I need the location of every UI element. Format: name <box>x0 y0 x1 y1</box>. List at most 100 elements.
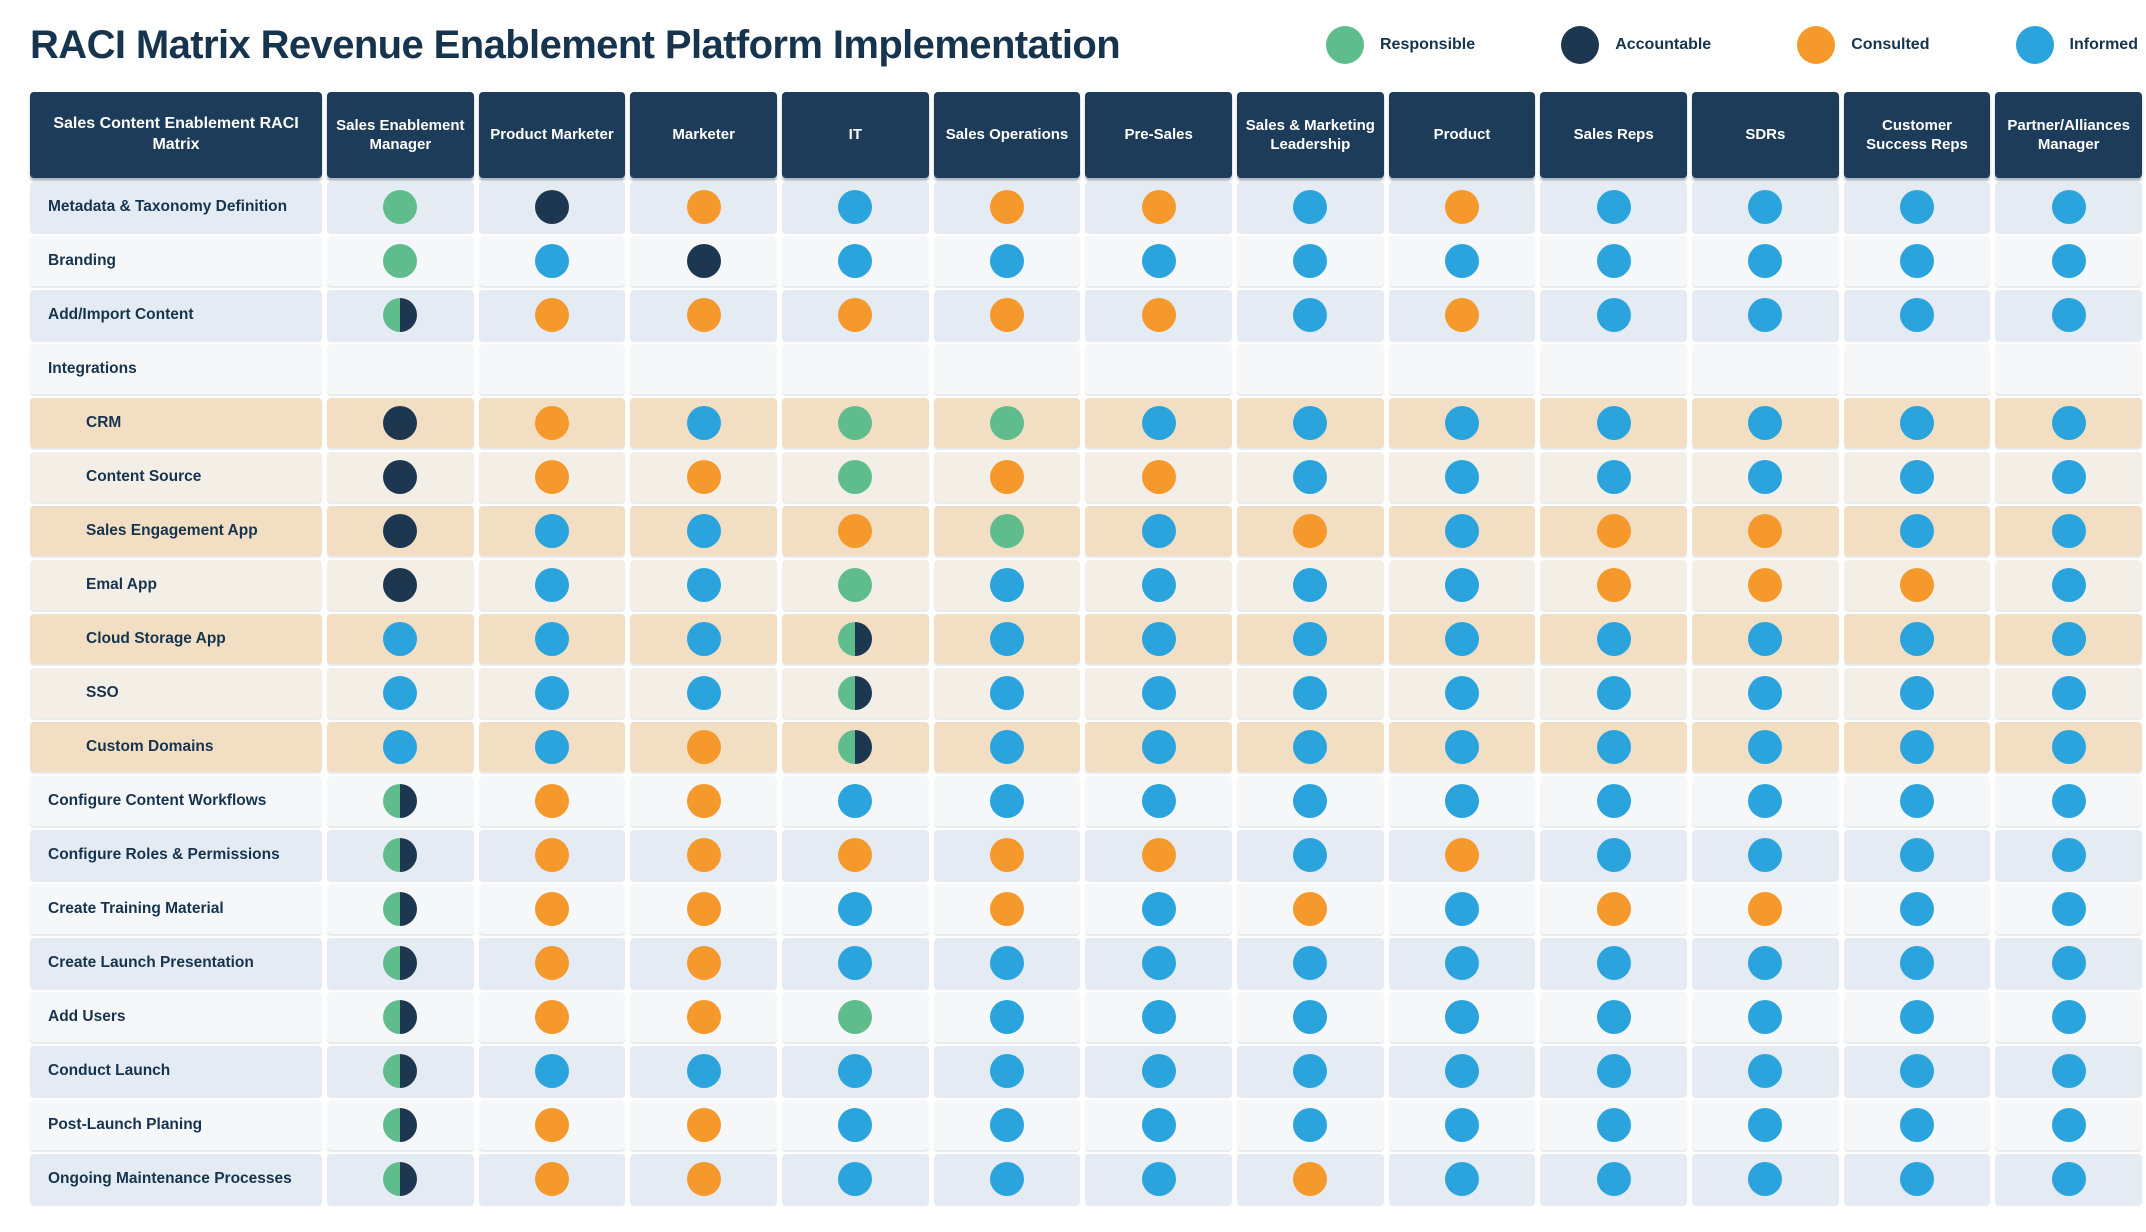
raci-cell <box>1995 938 2142 988</box>
dot-consulted <box>686 190 721 224</box>
raci-cell <box>1237 236 1384 286</box>
raci-cell <box>630 668 777 718</box>
raci-cell <box>1388 938 1536 988</box>
raci-cell <box>327 776 474 826</box>
dot-informed <box>1141 514 1176 548</box>
dot-consulted <box>1141 190 1176 224</box>
column-header: SDRs <box>1692 92 1839 178</box>
raci-cell <box>1540 884 1687 934</box>
raci-cell <box>1843 1046 1991 1096</box>
raci-cell <box>327 398 474 448</box>
dot-informed <box>838 1054 873 1088</box>
raci-cell <box>1995 884 2142 934</box>
dot-consulted <box>686 460 721 494</box>
row-label: Add/Import Content <box>30 290 322 340</box>
dot-informed <box>1596 1054 1631 1088</box>
raci-cell <box>1388 614 1536 664</box>
raci-cell <box>933 776 1081 826</box>
dot-informed <box>1293 1108 1328 1142</box>
raci-cell <box>782 992 929 1042</box>
raci-cell <box>1237 1154 1384 1204</box>
dot-informed <box>1293 784 1328 818</box>
table-row: Cloud Storage App <box>30 614 2142 664</box>
raci-cell <box>327 614 474 664</box>
raci-cell <box>1995 236 2142 286</box>
dot-accountable <box>383 460 418 494</box>
row-label: Create Launch Presentation <box>30 938 322 988</box>
dot-informed <box>1899 784 1934 818</box>
legend-label: Consulted <box>1851 36 1930 53</box>
dot-responsible-accountable <box>383 1054 418 1088</box>
dot-consulted <box>838 514 873 548</box>
dot-informed <box>1748 244 1783 278</box>
dot-informed <box>534 514 569 548</box>
raci-cell <box>327 452 474 502</box>
dot-informed <box>1444 568 1479 602</box>
dot-informed <box>1748 1162 1783 1196</box>
dot-informed <box>989 1000 1024 1034</box>
raci-cell <box>478 290 626 340</box>
raci-cell <box>1995 182 2142 232</box>
dot-informed <box>1748 406 1783 440</box>
raci-cell <box>1540 182 1687 232</box>
legend-label: Accountable <box>1615 36 1712 53</box>
dot-informed <box>1748 730 1783 764</box>
raci-cell <box>1843 668 1991 718</box>
raci-cell <box>782 344 929 394</box>
raci-cell <box>933 182 1081 232</box>
dot-informed <box>1748 190 1783 224</box>
dot-informed <box>1899 1108 1934 1142</box>
raci-cell <box>1843 992 1991 1042</box>
dot-informed <box>1444 784 1479 818</box>
raci-cell <box>1388 560 1536 610</box>
raci-cell <box>933 668 1081 718</box>
dot-informed <box>1748 676 1783 710</box>
column-header: IT <box>782 92 929 178</box>
raci-cell <box>1540 830 1687 880</box>
raci-cell <box>1237 722 1384 772</box>
dot-consulted <box>1596 892 1631 926</box>
dot-informed <box>1899 406 1934 440</box>
table-row: Integrations <box>30 344 2142 394</box>
dot-informed <box>2051 676 2086 710</box>
raci-cell <box>327 182 474 232</box>
dot-informed <box>1293 622 1328 656</box>
dot-informed <box>989 1162 1024 1196</box>
dot-informed <box>1596 406 1631 440</box>
dot-informed <box>1899 676 1934 710</box>
raci-cell <box>1237 452 1384 502</box>
raci-cell <box>1540 776 1687 826</box>
dot-informed <box>1293 460 1328 494</box>
raci-cell <box>327 830 474 880</box>
dot-informed <box>1444 676 1479 710</box>
dot-informed <box>1141 1054 1176 1088</box>
dot-informed <box>838 892 873 926</box>
raci-cell <box>1237 398 1384 448</box>
raci-cell <box>1995 614 2142 664</box>
dot-consulted <box>534 1162 569 1196</box>
raci-cell <box>630 1100 777 1150</box>
raci-cell <box>1540 722 1687 772</box>
raci-cell <box>630 1046 777 1096</box>
raci-cell <box>327 1100 474 1150</box>
dot-informed <box>989 946 1024 980</box>
dot-consulted <box>838 838 873 872</box>
dot-informed <box>1444 946 1479 980</box>
dot-responsible <box>838 460 873 494</box>
dot-informed <box>1596 244 1631 278</box>
raci-cell <box>1995 452 2142 502</box>
dot-informed <box>1141 622 1176 656</box>
raci-cell <box>1843 560 1991 610</box>
table-row: Emal App <box>30 560 2142 610</box>
dot-informed <box>1293 298 1328 332</box>
dot-informed <box>989 1054 1024 1088</box>
raci-cell <box>1692 722 1839 772</box>
dot-consulted <box>1444 838 1479 872</box>
dot-informed <box>2051 514 2086 548</box>
corner-header: Sales Content Enablement RACI Matrix <box>30 92 322 178</box>
raci-cell <box>782 776 929 826</box>
dot-informed <box>1444 730 1479 764</box>
dot-informed <box>1596 838 1631 872</box>
table-row: Sales Engagement App <box>30 506 2142 556</box>
raci-cell <box>630 614 777 664</box>
